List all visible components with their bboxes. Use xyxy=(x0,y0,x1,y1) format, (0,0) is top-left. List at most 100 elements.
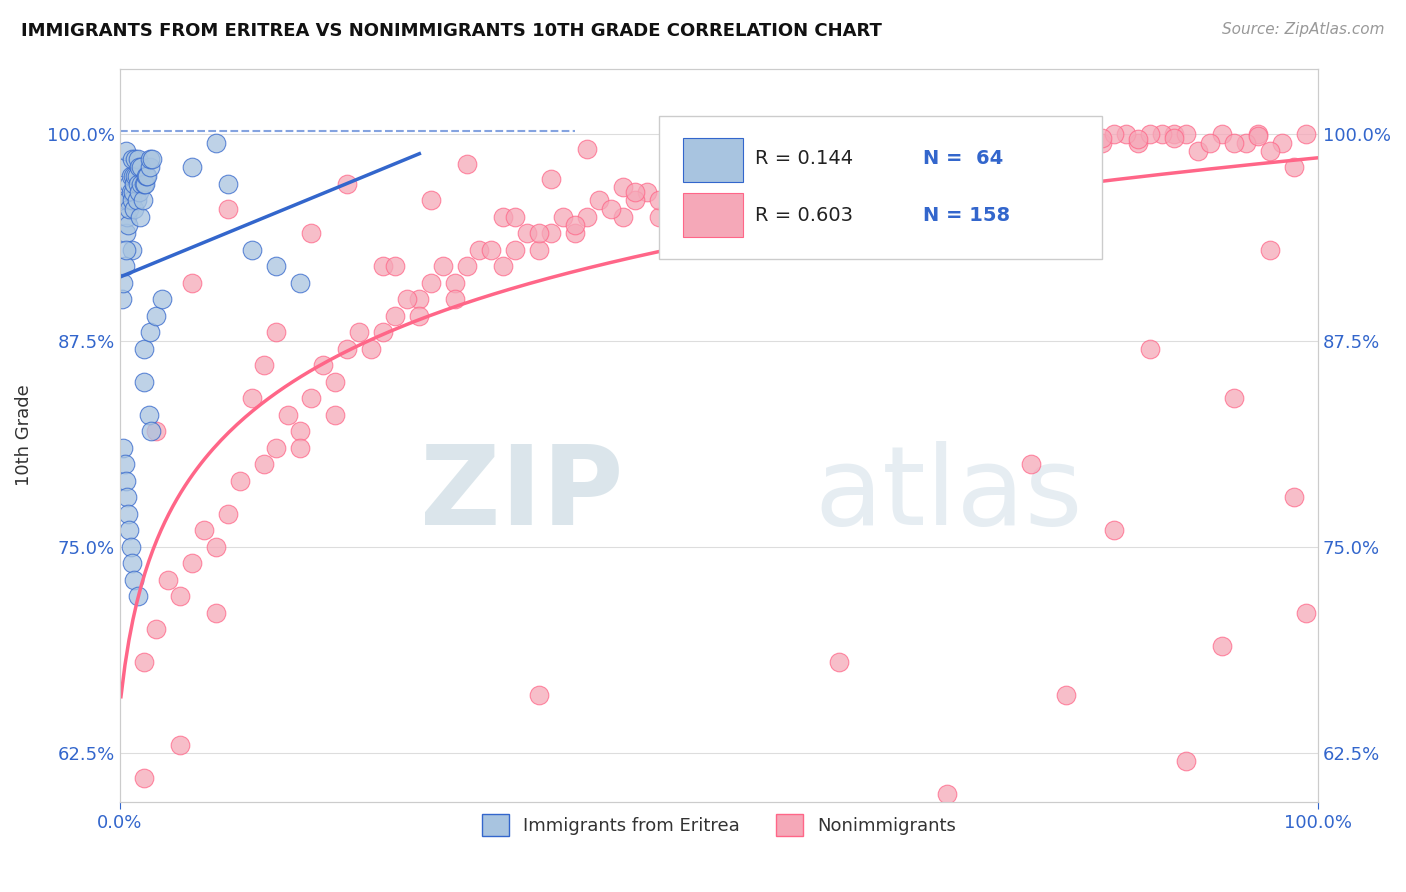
Text: N = 158: N = 158 xyxy=(922,206,1010,225)
Point xyxy=(121,556,143,570)
Point xyxy=(863,142,886,156)
Point xyxy=(1115,128,1137,142)
Point xyxy=(141,152,163,166)
Point xyxy=(420,194,443,208)
Legend: Immigrants from Eritrea, Nonimmigrants: Immigrants from Eritrea, Nonimmigrants xyxy=(472,805,966,845)
Point xyxy=(150,293,173,307)
Point xyxy=(744,169,766,183)
Point xyxy=(792,152,814,166)
Point xyxy=(576,210,599,224)
Point xyxy=(114,227,136,241)
Point xyxy=(115,210,138,224)
Point xyxy=(1080,130,1102,145)
Point xyxy=(240,392,263,406)
Point xyxy=(1139,128,1161,142)
Point xyxy=(132,375,155,389)
Point xyxy=(122,169,145,183)
Point xyxy=(983,132,1005,146)
Point xyxy=(1282,161,1305,175)
Point xyxy=(911,136,934,150)
Point xyxy=(1043,136,1066,150)
Point xyxy=(935,136,957,150)
Point xyxy=(1007,141,1029,155)
Point xyxy=(672,177,695,191)
Point xyxy=(1187,144,1209,158)
Point xyxy=(624,185,647,199)
Point xyxy=(1019,457,1042,471)
Point xyxy=(145,424,167,438)
Point xyxy=(1056,128,1078,142)
Point xyxy=(115,490,138,504)
Point xyxy=(114,243,136,257)
Point xyxy=(588,194,610,208)
Point xyxy=(264,441,287,455)
Point xyxy=(112,276,135,290)
Text: R = 0.603: R = 0.603 xyxy=(755,206,853,225)
Point xyxy=(118,523,141,537)
Point xyxy=(408,309,430,323)
Point xyxy=(876,144,898,158)
Point xyxy=(972,144,994,158)
Point xyxy=(132,177,155,191)
Point xyxy=(564,218,586,232)
Point xyxy=(114,144,136,158)
Point xyxy=(1043,137,1066,152)
Point xyxy=(252,359,274,373)
Point xyxy=(492,260,515,274)
Point xyxy=(456,157,478,171)
Point xyxy=(122,573,145,587)
Point xyxy=(1199,136,1222,150)
Point xyxy=(1128,132,1150,146)
Point xyxy=(804,161,827,175)
Point xyxy=(228,474,250,488)
Point xyxy=(128,185,150,199)
Point xyxy=(444,293,467,307)
Point xyxy=(204,540,226,554)
Point xyxy=(707,169,730,183)
Point xyxy=(612,180,634,194)
Point xyxy=(683,194,706,208)
Point xyxy=(624,194,647,208)
Point xyxy=(444,276,467,290)
Point xyxy=(132,342,155,356)
Point xyxy=(1091,136,1114,150)
Point xyxy=(659,153,682,168)
Text: ZIP: ZIP xyxy=(420,441,623,548)
Point xyxy=(118,177,141,191)
Point xyxy=(134,177,156,191)
Point xyxy=(169,589,191,603)
Point xyxy=(432,260,454,274)
Point xyxy=(553,210,575,224)
Point xyxy=(112,161,135,175)
Point xyxy=(138,326,160,340)
Point xyxy=(959,139,981,153)
Point xyxy=(180,161,202,175)
Point xyxy=(1211,639,1233,653)
Point xyxy=(1295,128,1317,142)
Point xyxy=(1282,490,1305,504)
Point xyxy=(117,507,139,521)
Point xyxy=(420,276,443,290)
Point xyxy=(1056,688,1078,702)
Bar xyxy=(683,194,742,237)
Point xyxy=(145,622,167,636)
Point xyxy=(828,655,851,669)
Point xyxy=(540,227,562,241)
Text: N =  64: N = 64 xyxy=(922,149,1002,168)
Point xyxy=(325,375,347,389)
Point xyxy=(264,326,287,340)
Point xyxy=(1271,136,1294,150)
Point xyxy=(456,260,478,274)
Point xyxy=(180,556,202,570)
Point xyxy=(648,210,671,224)
Point xyxy=(887,152,910,166)
Point xyxy=(128,161,150,175)
Point xyxy=(325,408,347,422)
Point xyxy=(900,132,922,146)
Point xyxy=(779,161,801,175)
Point xyxy=(755,161,778,175)
Point xyxy=(180,276,202,290)
Point xyxy=(120,185,142,199)
Point xyxy=(852,161,875,175)
Point xyxy=(948,136,970,150)
